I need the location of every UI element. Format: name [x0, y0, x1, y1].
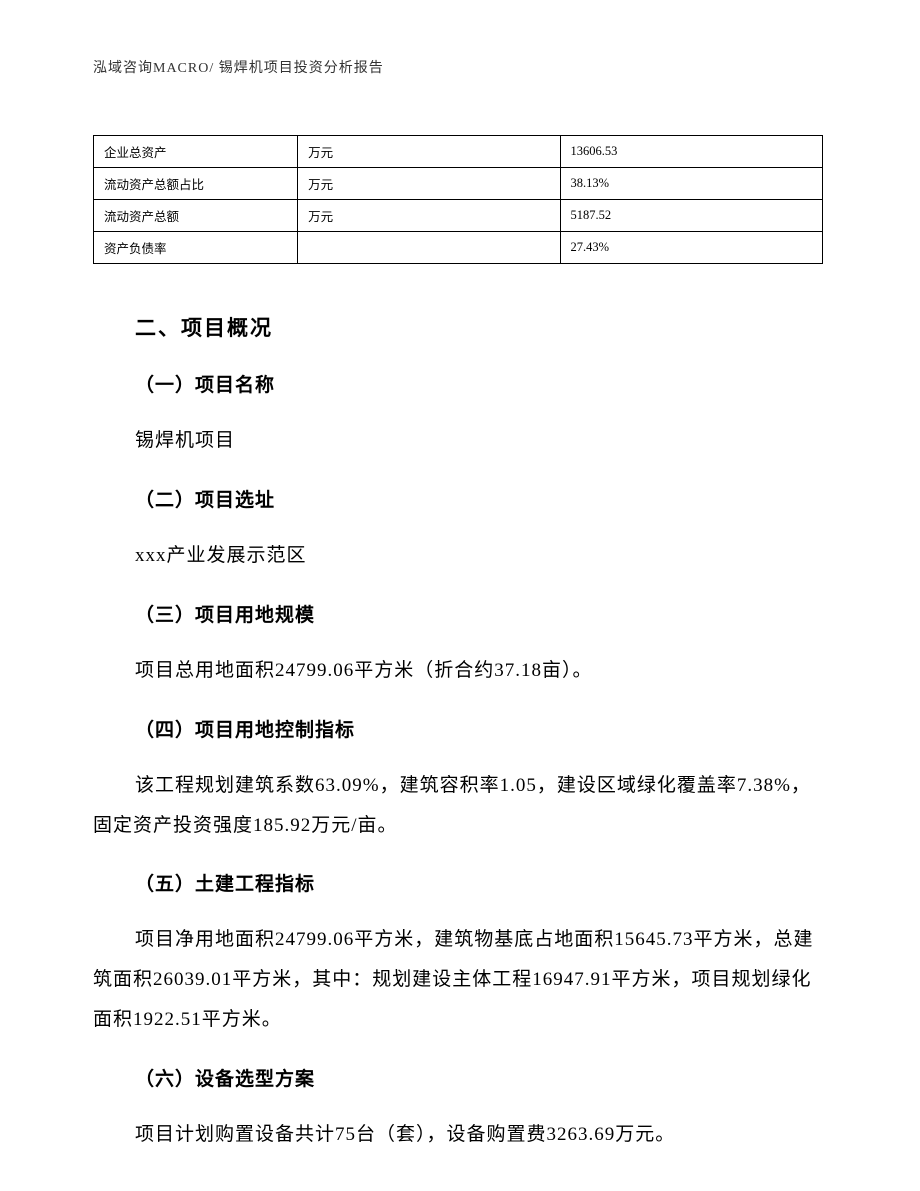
table-cell: 企业总资产	[94, 136, 298, 168]
body-text: 项目计划购置设备共计75台（套），设备购置费3263.69万元。	[93, 1115, 823, 1155]
table-cell: 万元	[298, 136, 560, 168]
page-header: 泓域咨询MACRO/ 锡焊机项目投资分析报告	[93, 57, 384, 77]
table-cell: 5187.52	[560, 200, 822, 232]
table-cell: 流动资产总额	[94, 200, 298, 232]
table-cell: 流动资产总额占比	[94, 168, 298, 200]
table-cell	[298, 232, 560, 264]
subsection-title-4: （四）项目用地控制指标	[135, 715, 823, 742]
table-row: 流动资产总额 万元 5187.52	[94, 200, 823, 232]
table-cell: 资产负债率	[94, 232, 298, 264]
section-main-title: 二、项目概况	[135, 312, 823, 342]
body-text: 锡焊机项目	[93, 421, 823, 461]
table-row: 资产负债率 27.43%	[94, 232, 823, 264]
financial-table: 企业总资产 万元 13606.53 流动资产总额占比 万元 38.13% 流动资…	[93, 135, 823, 264]
table-cell: 13606.53	[560, 136, 822, 168]
subsection-title-6: （六）设备选型方案	[135, 1064, 823, 1091]
body-text: 项目净用地面积24799.06平方米，建筑物基底占地面积15645.73平方米，…	[93, 920, 823, 1040]
table-cell: 万元	[298, 200, 560, 232]
body-text: 该工程规划建筑系数63.09%，建筑容积率1.05，建设区域绿化覆盖率7.38%…	[93, 766, 823, 846]
subsection-title-1: （一）项目名称	[135, 370, 823, 397]
table-cell: 万元	[298, 168, 560, 200]
subsection-title-2: （二）项目选址	[135, 485, 823, 512]
table-row: 流动资产总额占比 万元 38.13%	[94, 168, 823, 200]
body-text: 项目总用地面积24799.06平方米（折合约37.18亩）。	[93, 651, 823, 691]
table-cell: 38.13%	[560, 168, 822, 200]
subsection-title-5: （五）土建工程指标	[135, 869, 823, 896]
table-row: 企业总资产 万元 13606.53	[94, 136, 823, 168]
page-content: 企业总资产 万元 13606.53 流动资产总额占比 万元 38.13% 流动资…	[93, 135, 823, 1179]
body-text: xxx产业发展示范区	[93, 536, 823, 576]
subsection-title-3: （三）项目用地规模	[135, 600, 823, 627]
table-cell: 27.43%	[560, 232, 822, 264]
